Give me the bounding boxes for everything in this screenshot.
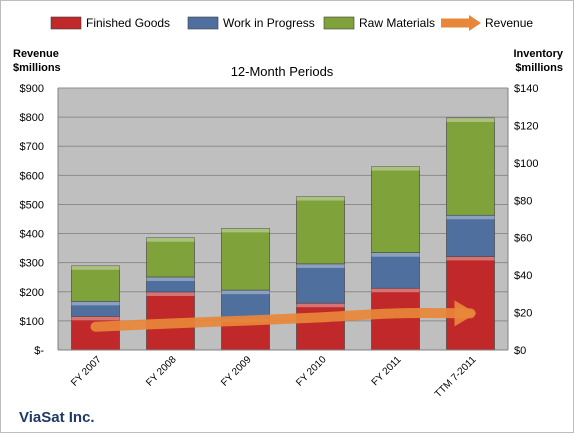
bar-segment-highlight [146,291,195,296]
legend-item-finished-goods: Finished Goods [50,16,170,30]
left-tick-label: $600 [20,170,44,182]
series-line-revenue [90,308,476,332]
bar-segment-highlight [146,277,195,282]
left-tick-label: $200 [20,287,44,299]
bar-segment-highlight [446,256,495,261]
bar-segment [221,228,270,291]
bar-segment-highlight [221,290,270,295]
x-tick-label: FY 2011 [370,354,404,388]
right-tick-label: $20 [514,308,532,320]
bar-finished-goods-fy-2011 [371,287,420,351]
right-tick-label: $100 [514,158,538,170]
legend-label: Raw Materials [359,16,435,30]
bar-segment-highlight [296,303,345,308]
bar-segment [146,237,195,278]
bar-segment-highlight [296,196,345,201]
bar-finished-goods-fy-2010 [296,302,345,351]
bar-segment-highlight [371,166,420,171]
bar-segment-highlight [71,301,120,306]
bar-segment [296,196,345,265]
legend-swatch [50,16,82,30]
bar-segment [296,302,345,351]
bar-raw-materials-fy-2007 [71,265,120,302]
bar-raw-materials-fy-2008 [146,237,195,278]
x-axis-ticks: FY 2007 FY 2008 FY 2009 FY 2010 FY 2011 TTM 7… [69,354,479,400]
bar-segment [296,263,345,304]
bar-work-in-progress-fy-2009 [221,289,270,319]
left-tick-label: $700 [20,141,44,153]
bar-work-in-progress-fy-2011 [371,252,420,289]
legend-swatch [187,16,219,30]
left-tick-label: $900 [20,83,44,95]
bar-segment [371,166,420,253]
bar-raw-materials-fy-2011 [371,166,420,253]
right-axis-ticks: $0 $20 $40 $60 $80 $100 $120 $140 [514,83,538,357]
bar-segment-highlight [71,316,120,321]
right-axis-title-line1: Inventory [513,48,563,60]
legend-swatch [323,16,355,30]
plot-area [57,87,509,351]
left-tick-label: $400 [20,229,44,241]
bar-segment-highlight [146,237,195,242]
bar-segment [71,265,120,302]
bar-segment [221,289,270,319]
left-tick-label: $- [34,345,44,357]
series-line-arrowhead [454,300,477,327]
chart-title: 12-Month Periods [231,64,334,79]
left-tick-label: $500 [20,199,44,211]
plot-background [58,88,508,350]
bar-raw-materials-fy-2009 [221,228,270,291]
bar-segment [446,117,495,216]
bar-raw-materials-ttm-7-2011 [446,117,495,216]
bar-segment-highlight [71,265,120,270]
right-axis-title-line2: $millions [515,62,563,74]
legend-label: Work in Progress [223,16,315,30]
bar-segment-highlight [371,252,420,257]
bar-work-in-progress-fy-2007 [71,301,120,317]
bar-segment [446,214,495,257]
legend-item-work-in-progress: Work in Progress [187,16,315,30]
x-tick-label: FY 2009 [219,354,254,389]
legend-swatch-arrow [469,15,481,31]
left-axis-title-line1: Revenue [13,48,59,60]
legend: Finished Goods Work in Progress Raw Materi… [50,15,533,31]
bar-segment-highlight [446,117,495,122]
x-tick-label: TTM 7-2011 [433,354,479,400]
bar-segment-highlight [296,263,345,268]
x-tick-label: FY 2007 [69,354,104,389]
company-name: ViaSat Inc. [19,409,95,426]
right-tick-label: $0 [514,345,526,357]
bar-work-in-progress-ttm-7-2011 [446,214,495,257]
bar-segment-highlight [221,228,270,233]
left-tick-label: $100 [20,316,44,328]
right-tick-label: $80 [514,195,532,207]
right-tick-label: $60 [514,233,532,245]
bar-segment [446,256,495,351]
x-tick-label: FY 2008 [144,354,179,389]
left-axis-title-line2: $millions [13,62,61,74]
right-tick-label: $140 [514,83,538,95]
bar-segment [371,287,420,351]
bar-segment-highlight [371,288,420,293]
bar-segment [371,252,420,289]
bar-segment-highlight [446,215,495,220]
legend-label: Finished Goods [86,16,170,30]
bar-raw-materials-fy-2010 [296,196,345,265]
left-axis-ticks: $- $100 $200 $300 $400 $500 $600 $700 $800 $900 [20,83,45,357]
x-tick-label: FY 2010 [294,354,329,389]
legend-label: Revenue [485,16,533,30]
bar-finished-goods-ttm-7-2011 [446,256,495,351]
right-tick-label: $120 [514,120,538,132]
bar-work-in-progress-fy-2008 [146,276,195,293]
right-tick-label: $40 [514,270,532,282]
legend-item-revenue: Revenue [441,15,533,31]
left-tick-label: $800 [20,112,44,124]
left-tick-label: $300 [20,258,44,270]
bar-work-in-progress-fy-2010 [296,263,345,304]
legend-item-raw-materials: Raw Materials [323,16,435,30]
